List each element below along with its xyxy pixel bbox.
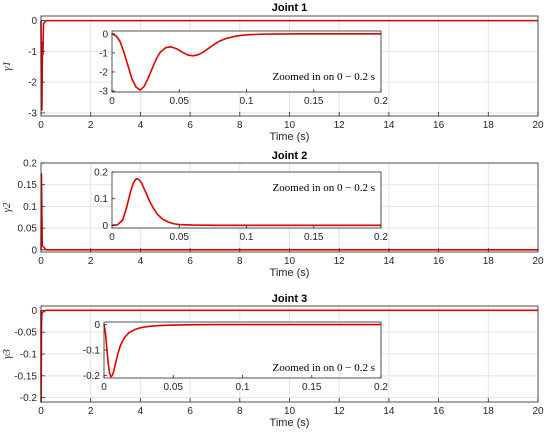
panel-joint-3: 0 2 4 6 8 10 12 14 16 18 20 0 -0.05 -0.1 -0.15 -0.2 Join… <box>1 293 544 429</box>
x-tick-label: 16 <box>433 256 445 267</box>
y-tick-label: -2 <box>28 78 37 89</box>
x-tick-label: 6 <box>187 120 193 131</box>
y-axis-label: γ2 <box>1 202 13 212</box>
inset-x-tick-label: 0.1 <box>240 96 254 107</box>
x-tick-label: 20 <box>532 256 544 267</box>
x-tick-label: 18 <box>483 120 495 131</box>
inset-background <box>112 31 381 92</box>
chart-title: Joint 3 <box>272 293 307 305</box>
x-tick-label: 12 <box>334 256 346 267</box>
x-tick-label: 6 <box>187 406 193 417</box>
x-tick-label: 14 <box>383 256 395 267</box>
x-tick-label: 4 <box>138 406 144 417</box>
inset-y-tick-label: 0 <box>94 320 100 331</box>
series-line <box>40 19 538 111</box>
x-tick-label: 4 <box>138 120 144 131</box>
inset-x-tick-label: 0.2 <box>374 382 388 393</box>
inset-y-tick-label: -3 <box>99 87 108 98</box>
inset-y-tick-label: -1 <box>99 48 108 59</box>
x-tick-label: 18 <box>483 406 495 417</box>
inset-x-tick-label: 0 <box>109 96 115 107</box>
inset-y-tick-label: -2 <box>99 67 108 78</box>
inset-x-tick-label: 0.1 <box>240 232 254 243</box>
inset-annotation: Zoomed in on 0 − 0.2 s <box>273 71 375 83</box>
inset-y-tick-label: 0 <box>102 29 108 40</box>
inset-x-tick-label: 0.15 <box>304 232 324 243</box>
y-tick-label: 0.15 <box>18 180 38 191</box>
x-tick-label: 2 <box>88 120 94 131</box>
inset-x-tick-label: 0.05 <box>164 382 184 393</box>
x-tick-label: 0 <box>38 120 44 131</box>
inset-x-tick-label: 0.2 <box>374 232 388 243</box>
y-axis-label: γ3 <box>1 349 13 359</box>
x-tick-label: 10 <box>284 120 296 131</box>
inset-x-tick-label: 0.05 <box>170 232 190 243</box>
inset-annotation: Zoomed in on 0 − 0.2 s <box>273 362 375 374</box>
y-tick-label: 0.2 <box>23 159 37 170</box>
y-tick-label: -0.15 <box>14 371 37 382</box>
y-tick-label: -3 <box>28 108 37 119</box>
x-tick-label: 2 <box>88 406 94 417</box>
inset-annotation: Zoomed in on 0 − 0.2 s <box>273 182 375 194</box>
inset-zoom: 0 0.05 0.1 0.15 0.2 0 0.1 0.2 Zoomed in on 0 − 0… <box>94 168 388 244</box>
inset-background <box>112 172 381 228</box>
y-tick-label: 0 <box>31 306 37 317</box>
inset-y-tick-label: 0 <box>102 221 108 232</box>
panel-joint-2: 0 2 4 6 8 10 12 14 16 18 20 0 0.05 0.1 0.15 0.2 Joint 2 T… <box>1 150 544 279</box>
x-tick-label: 2 <box>88 256 94 267</box>
x-tick-label: 10 <box>284 256 296 267</box>
x-tick-label: 16 <box>433 120 445 131</box>
x-tick-label: 8 <box>237 406 243 417</box>
y-tick-label: -0.1 <box>20 350 38 361</box>
y-tick-label: 0 <box>31 16 37 27</box>
inset-x-tick-label: 0.2 <box>374 96 388 107</box>
inset-x-tick-label: 0.15 <box>302 382 322 393</box>
y-tick-label: -0.05 <box>14 328 37 339</box>
inset-series-line <box>111 177 381 227</box>
inset-zoom: 0 0.05 0.1 0.15 0.2 0 -1 -2 -3 Zoomed in on 0 − 0… <box>99 29 388 107</box>
inset-y-tick-label: 0.1 <box>94 194 108 205</box>
x-tick-label: 18 <box>483 256 495 267</box>
x-tick-label: 10 <box>284 406 296 417</box>
inset-background <box>104 322 381 378</box>
chart-title: Joint 2 <box>272 150 307 162</box>
x-tick-label: 20 <box>532 120 544 131</box>
inset-y-tick-label: -0.2 <box>83 371 101 382</box>
inset-series-line <box>111 33 381 91</box>
inset-x-tick-label: 0.05 <box>170 96 190 107</box>
x-tick-label: 12 <box>334 120 346 131</box>
inset-series-line <box>103 323 381 378</box>
inset-x-tick-label: 0.15 <box>304 96 324 107</box>
inset-zoom: 0 0.05 0.1 0.15 0.2 0 -0.1 -0.2 Zoomed in on 0 −… <box>83 320 389 393</box>
x-tick-label: 8 <box>237 120 243 131</box>
y-tick-label: -0.2 <box>20 393 38 404</box>
inset-x-tick-label: 0 <box>109 232 115 243</box>
x-tick-label: 16 <box>433 406 445 417</box>
x-tick-label: 14 <box>383 406 395 417</box>
y-tick-label: 0.05 <box>18 224 38 235</box>
y-axis-label: γ1 <box>1 61 13 71</box>
y-tick-label: 0.1 <box>23 202 37 213</box>
x-tick-label: 0 <box>38 256 44 267</box>
chart-title: Joint 1 <box>272 2 307 14</box>
inset-y-tick-label: 0.2 <box>94 168 108 179</box>
y-tick-label: 0 <box>31 245 37 256</box>
panel-joint-1: 0 2 4 6 8 10 12 14 16 18 20 0 -1 -2 -3 Joint 1 Time (s) γ… <box>1 2 544 143</box>
x-tick-label: 12 <box>334 406 346 417</box>
x-tick-label: 20 <box>532 406 544 417</box>
x-tick-label: 0 <box>38 406 44 417</box>
inset-x-tick-label: 0.1 <box>236 382 250 393</box>
x-axis-label: Time (s) <box>270 131 310 143</box>
y-tick-label: -1 <box>28 47 37 58</box>
inset-x-tick-label: 0 <box>101 382 107 393</box>
x-tick-label: 4 <box>138 256 144 267</box>
x-axis-label: Time (s) <box>270 417 310 429</box>
x-axis-label: Time (s) <box>270 267 310 279</box>
inset-y-tick-label: -0.1 <box>83 346 101 357</box>
x-tick-label: 14 <box>383 120 395 131</box>
x-tick-label: 8 <box>237 256 243 267</box>
x-tick-label: 6 <box>187 256 193 267</box>
